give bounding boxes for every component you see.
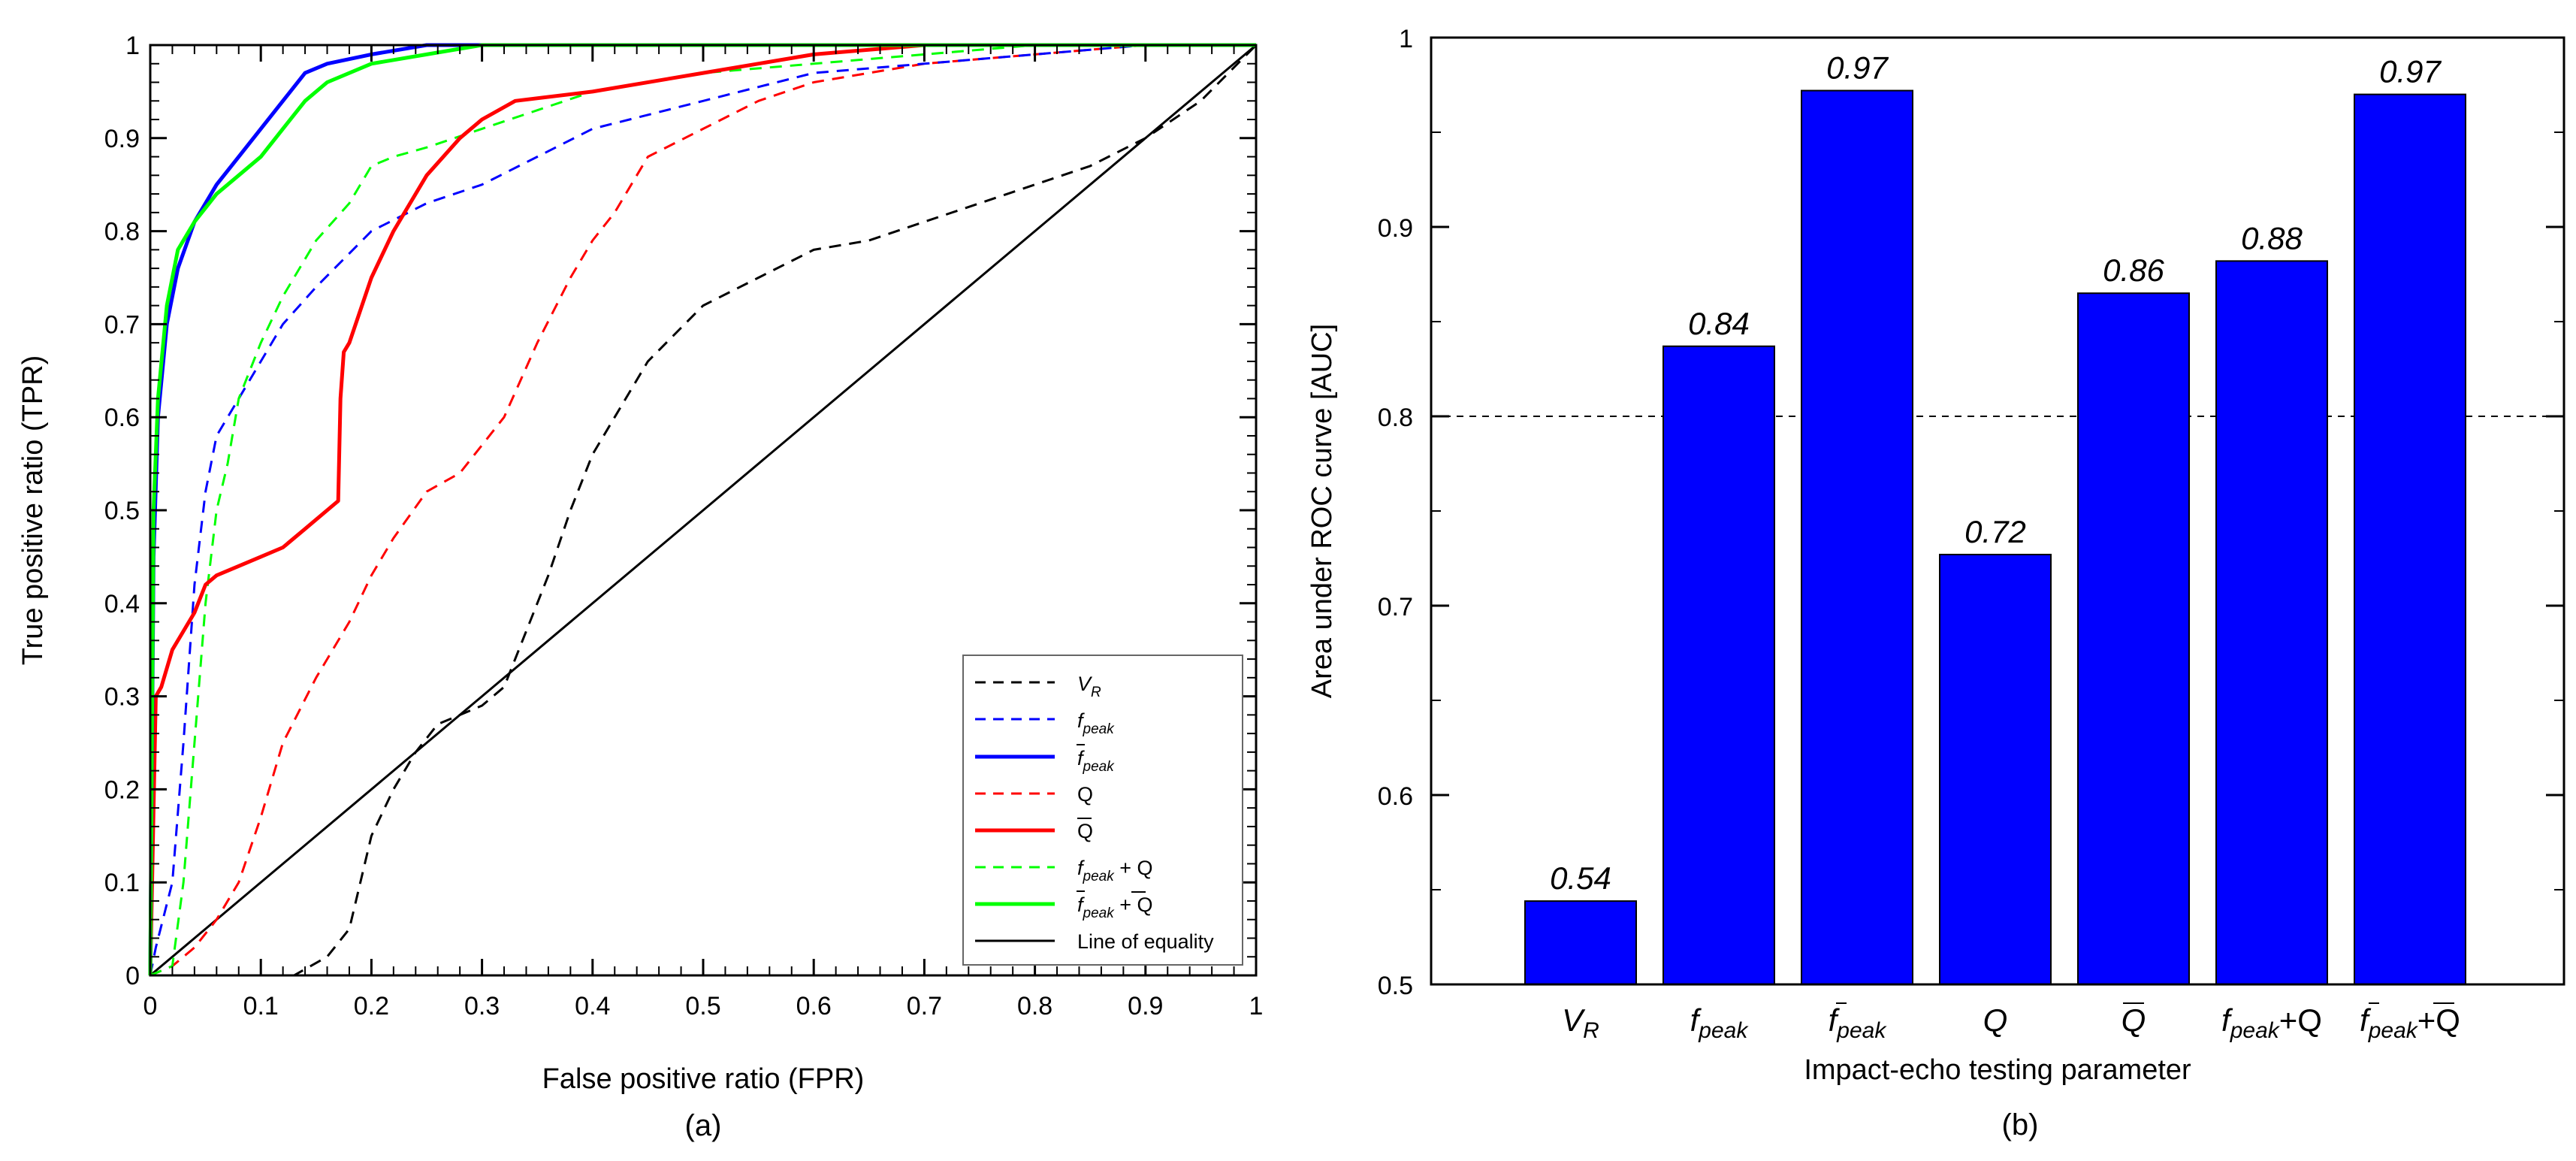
auc-bar-4: [2077, 292, 2190, 985]
auc-bar-value-label: 0.97: [2379, 54, 2442, 89]
category-label-fpeak-mean-plus-q-mean: fpeak+Q: [2360, 1002, 2460, 1043]
auc-bar-6: [2354, 93, 2466, 986]
roc-caption: (a): [685, 1109, 722, 1142]
auc-y-tick-label: 0.5: [1378, 972, 1413, 1000]
roc-curve-4: [148, 43, 1256, 976]
auc-axis-ticks: [1431, 36, 2564, 986]
category-label-fpeak-plus-q: fpeak+Q: [2221, 1002, 2322, 1043]
y-tick-label: 0.2: [104, 776, 140, 804]
y-tick-label: 0.4: [104, 590, 140, 618]
auc-bar-value-label: 0.97: [1826, 50, 1889, 86]
legend-label-fpeak: fpeak: [1077, 709, 1115, 737]
legend-label-line-of-equality: Line of equality: [1077, 930, 1214, 953]
x-tick-label: 0: [143, 992, 158, 1020]
x-tick-label: 0.9: [1128, 992, 1163, 1020]
auc-tick-labels: 0.5 0.6 0.7 0.8 0.9 1: [1378, 25, 1413, 1000]
roc-curve-0: [150, 44, 1258, 977]
roc-panel: 0 0.1 0.2 0.3 0.4 0.5 0.6 0.7 0.8 0.9 1 0 0.1 0.2 0.3 0…: [17, 32, 1263, 1142]
x-tick-label: 0.6: [796, 992, 832, 1020]
roc-curve-5: [149, 44, 1256, 977]
auc-y-axis-title: Area under ROC curve [AUC]: [1306, 324, 1338, 698]
roc-axis-ticks: [149, 44, 1258, 977]
y-tick-label: 0.5: [104, 497, 140, 525]
auc-bar-5: [2215, 260, 2328, 985]
legend-label-q: Q: [1077, 783, 1093, 806]
auc-category-labels: VR fpeak fpeak Q Q fpeak+Q fpeak+Q: [1562, 1002, 2460, 1043]
auc-y-tick-label: 0.9: [1378, 214, 1413, 243]
x-tick-label: 0.1: [243, 992, 279, 1020]
y-tick-label: 0.8: [104, 218, 140, 246]
auc-y-tick-label: 1: [1399, 25, 1413, 53]
y-tick-label: 0.6: [104, 404, 140, 432]
auc-bar-value-label: 0.72: [1964, 514, 2026, 549]
y-tick-label: 0.3: [104, 683, 140, 712]
category-label-fpeak: fpeak: [1690, 1002, 1750, 1043]
category-label-q-mean: Q: [2122, 1002, 2146, 1038]
auc-bar-2: [1801, 89, 1913, 985]
legend-swatches: [975, 681, 1055, 942]
y-tick-label: 0: [125, 962, 140, 990]
auc-y-tick-label: 0.6: [1378, 782, 1413, 811]
category-label-fpeak-mean: fpeak: [1829, 1002, 1888, 1043]
category-label-q: Q: [1983, 1002, 2008, 1038]
x-tick-label: 0.8: [1017, 992, 1052, 1020]
legend-label-fpeak-mean-plus-q-mean: fpeak + Q: [1077, 893, 1153, 921]
x-tick-label: 1: [1249, 992, 1264, 1020]
y-tick-label: 1: [125, 32, 140, 60]
legend-box: [962, 655, 1243, 966]
x-tick-label: 0.4: [575, 992, 610, 1020]
legend-label-vr: VR: [1077, 673, 1101, 700]
roc-curve-7: [149, 44, 1257, 977]
auc-bar-value-label: 0.88: [2241, 220, 2303, 255]
x-tick-label: 0.2: [354, 992, 389, 1020]
roc-x-axis-title: False positive ratio (FPR): [542, 1063, 865, 1095]
category-label-vr: VR: [1562, 1002, 1599, 1043]
auc-bar-1: [1662, 345, 1775, 985]
roc-legend: VR fpeak fpeak Q Q fpeak + Q fpeak + Q L…: [962, 655, 1243, 966]
legend-label-q-mean: Q: [1077, 820, 1093, 842]
auc-panel: 0.540.840.970.720.860.880.97 0.50.60.70.…: [1306, 25, 2565, 1141]
auc-x-axis-title: Impact-echo testing parameter: [1804, 1054, 2191, 1086]
auc-bar-value-label: 0.54: [1550, 860, 1611, 896]
auc-y-tick-label: 0.8: [1378, 404, 1413, 432]
legend-label-fpeak-plus-q: fpeak + Q: [1077, 857, 1153, 884]
auc-bar-value-label: 0.86: [2103, 252, 2164, 288]
y-tick-label: 0.1: [104, 869, 140, 897]
y-tick-label: 0.9: [104, 125, 140, 153]
auc-bar-3: [1939, 553, 2052, 985]
roc-tick-labels: 0 0.1 0.2 0.3 0.4 0.5 0.6 0.7 0.8 0.9 1 0 0.1 0.2 0.3 0…: [104, 32, 1264, 1020]
roc-curve-3: [149, 44, 1256, 977]
x-tick-label: 0.3: [464, 992, 500, 1020]
legend-label-fpeak-mean: fpeak: [1077, 747, 1115, 775]
auc-bar-value-label: 0.84: [1688, 306, 1750, 341]
auc-bars: 0.54 0.84 0.97 0.72 0.86 0.88 0.97: [1524, 50, 2466, 986]
x-tick-label: 0.7: [907, 992, 942, 1020]
auc-bar-0: [1524, 900, 1637, 985]
auc-caption: (b): [2002, 1108, 2039, 1141]
y-tick-label: 0.7: [104, 310, 140, 339]
x-tick-label: 0.5: [685, 992, 720, 1020]
roc-y-axis-title: True positive ratio (TPR): [17, 355, 49, 665]
auc-y-tick-label: 0.7: [1378, 593, 1413, 621]
roc-curve-1: [149, 44, 1256, 976]
